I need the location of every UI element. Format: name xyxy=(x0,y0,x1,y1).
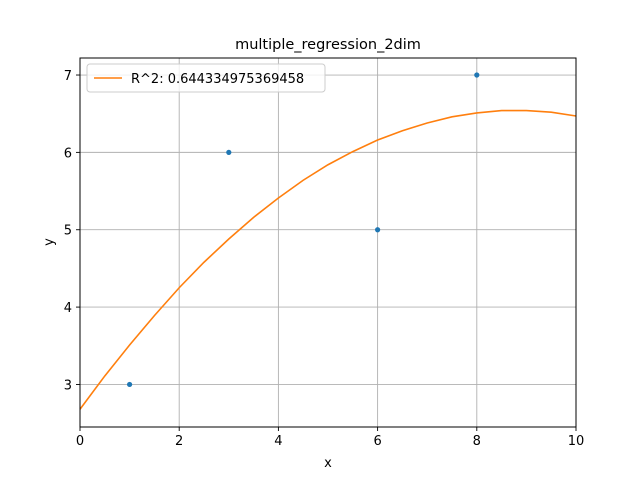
y-tick-label: 4 xyxy=(64,301,72,316)
y-tick-label: 6 xyxy=(64,146,72,161)
data-point xyxy=(474,72,480,78)
y-tick-label: 5 xyxy=(64,224,72,239)
fit-curve-layer xyxy=(79,109,577,410)
y-tick-label: 7 xyxy=(64,69,72,84)
x-tick-label: 6 xyxy=(373,434,381,449)
x-tick-label: 8 xyxy=(473,434,481,449)
fit-curve xyxy=(79,109,577,410)
axis-ticks: 0 2 4 6 8 10 3 4 5 6 7 xyxy=(64,69,585,449)
data-points-layer xyxy=(127,72,480,388)
x-tick-label: 10 xyxy=(568,434,585,449)
x-tick-label: 2 xyxy=(175,434,183,449)
plot-frame xyxy=(79,57,577,428)
y-tick-label: 3 xyxy=(64,378,72,393)
data-point xyxy=(226,149,232,155)
legend-box xyxy=(86,63,326,93)
x-tick-label: 4 xyxy=(274,434,282,449)
y-axis-label: y xyxy=(42,238,57,246)
grid xyxy=(79,58,577,427)
data-point xyxy=(375,227,381,233)
x-axis-label: x xyxy=(324,456,332,471)
legend-label: R^2: 0.644334975369458 xyxy=(131,72,304,87)
x-tick-label: 0 xyxy=(76,434,84,449)
legend: R^2: 0.644334975369458 xyxy=(86,63,326,93)
chart-title: multiple_regression_2dim xyxy=(235,37,421,53)
data-point xyxy=(127,381,133,388)
